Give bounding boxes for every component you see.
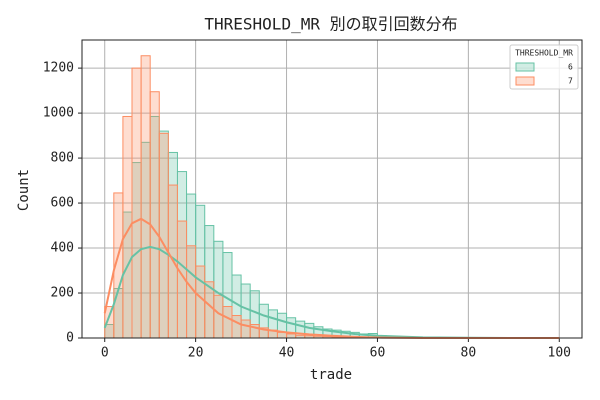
bar [195,265,206,339]
bar [131,67,142,339]
legend-box [509,44,579,90]
legend-label: 6 [568,63,573,72]
y-axis-label: Count [16,169,32,211]
y-tick-label: 1200 [43,61,74,76]
bar [204,281,215,339]
x-tick-label: 0 [101,346,109,361]
x-tick-label: 40 [279,346,295,361]
y-tick-label: 800 [51,151,74,166]
x-axis-label: trade [310,367,352,383]
y-tick-label: 0 [66,331,74,346]
bar [213,294,224,339]
chart-title: THRESHOLD_MR 別の取引回数分布 [204,15,457,34]
legend-title: THRESHOLD_MR [515,49,573,58]
y-tick-label: 200 [51,286,74,301]
legend-label: 7 [568,77,573,86]
plot-frame [81,39,583,339]
x-tick-label: 20 [188,346,204,361]
x-tick-label: 80 [461,346,477,361]
y-tick-label: 1000 [43,106,74,121]
kde-line [103,245,560,339]
bar [140,55,151,339]
bar [158,132,169,339]
bar [149,91,160,339]
y-tick-label: 400 [51,241,74,256]
bar [231,315,242,339]
x-tick-label: 60 [370,346,386,361]
y-tick-label: 600 [51,196,74,211]
bar [276,331,288,339]
legend-swatch [515,76,535,86]
bar [222,306,233,339]
legend-swatch [515,62,535,72]
x-tick-label: 100 [548,346,571,361]
bar [240,319,251,339]
bar [286,333,297,339]
